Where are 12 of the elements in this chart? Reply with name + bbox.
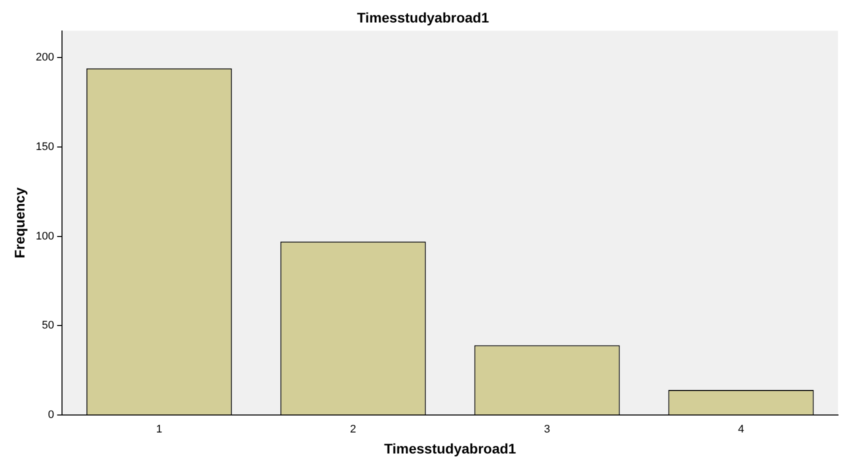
y-tick-label: 150: [36, 140, 54, 153]
x-tick-label: 2: [350, 424, 356, 436]
x-tick-label: 4: [738, 424, 744, 436]
x-tick-label: 3: [544, 424, 550, 436]
y-tick-label: 200: [36, 52, 54, 64]
y-tick-label: 100: [36, 230, 54, 242]
x-axis-title: Timesstudyabroad1: [384, 440, 516, 456]
chart-title: Timesstudyabroad1: [356, 9, 490, 26]
y-tick-label: 50: [42, 320, 54, 332]
y-axis-title: Frequency: [11, 187, 28, 258]
y-tick-label: 0: [48, 409, 54, 422]
x-tick-label: 1: [156, 424, 162, 436]
